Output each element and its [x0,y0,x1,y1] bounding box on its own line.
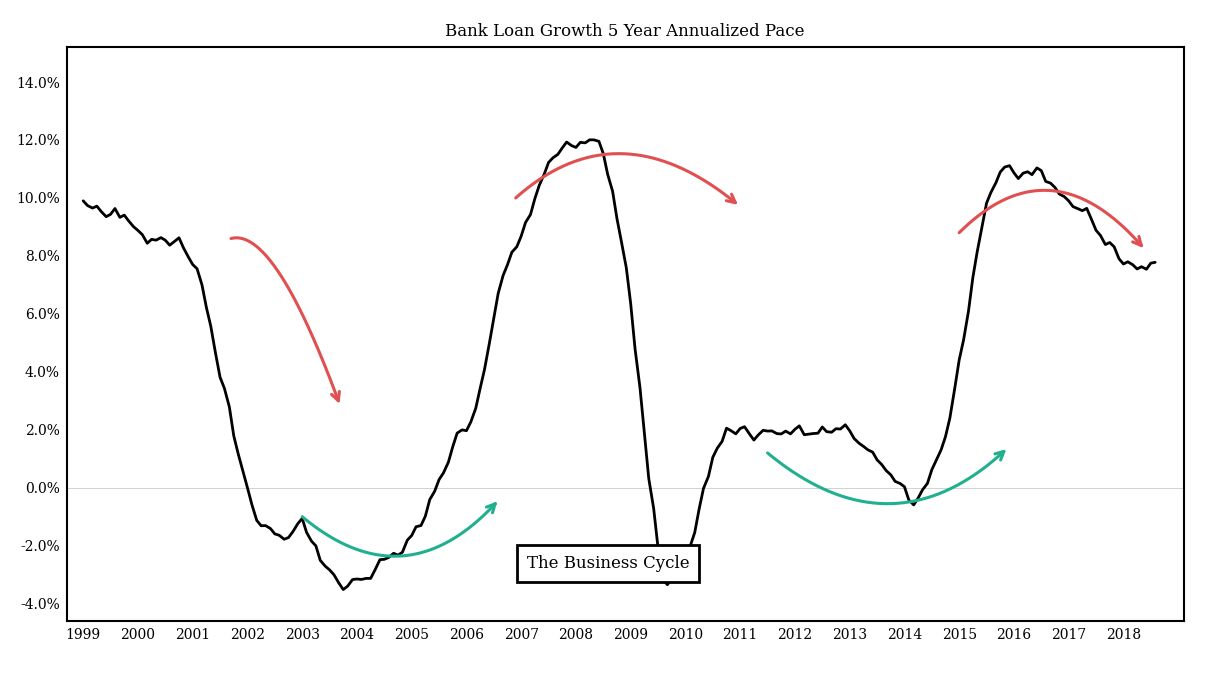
Title: Bank Loan Growth 5 Year Annualized Pace: Bank Loan Growth 5 Year Annualized Pace [446,23,805,40]
Text: The Business Cycle: The Business Cycle [527,555,690,572]
